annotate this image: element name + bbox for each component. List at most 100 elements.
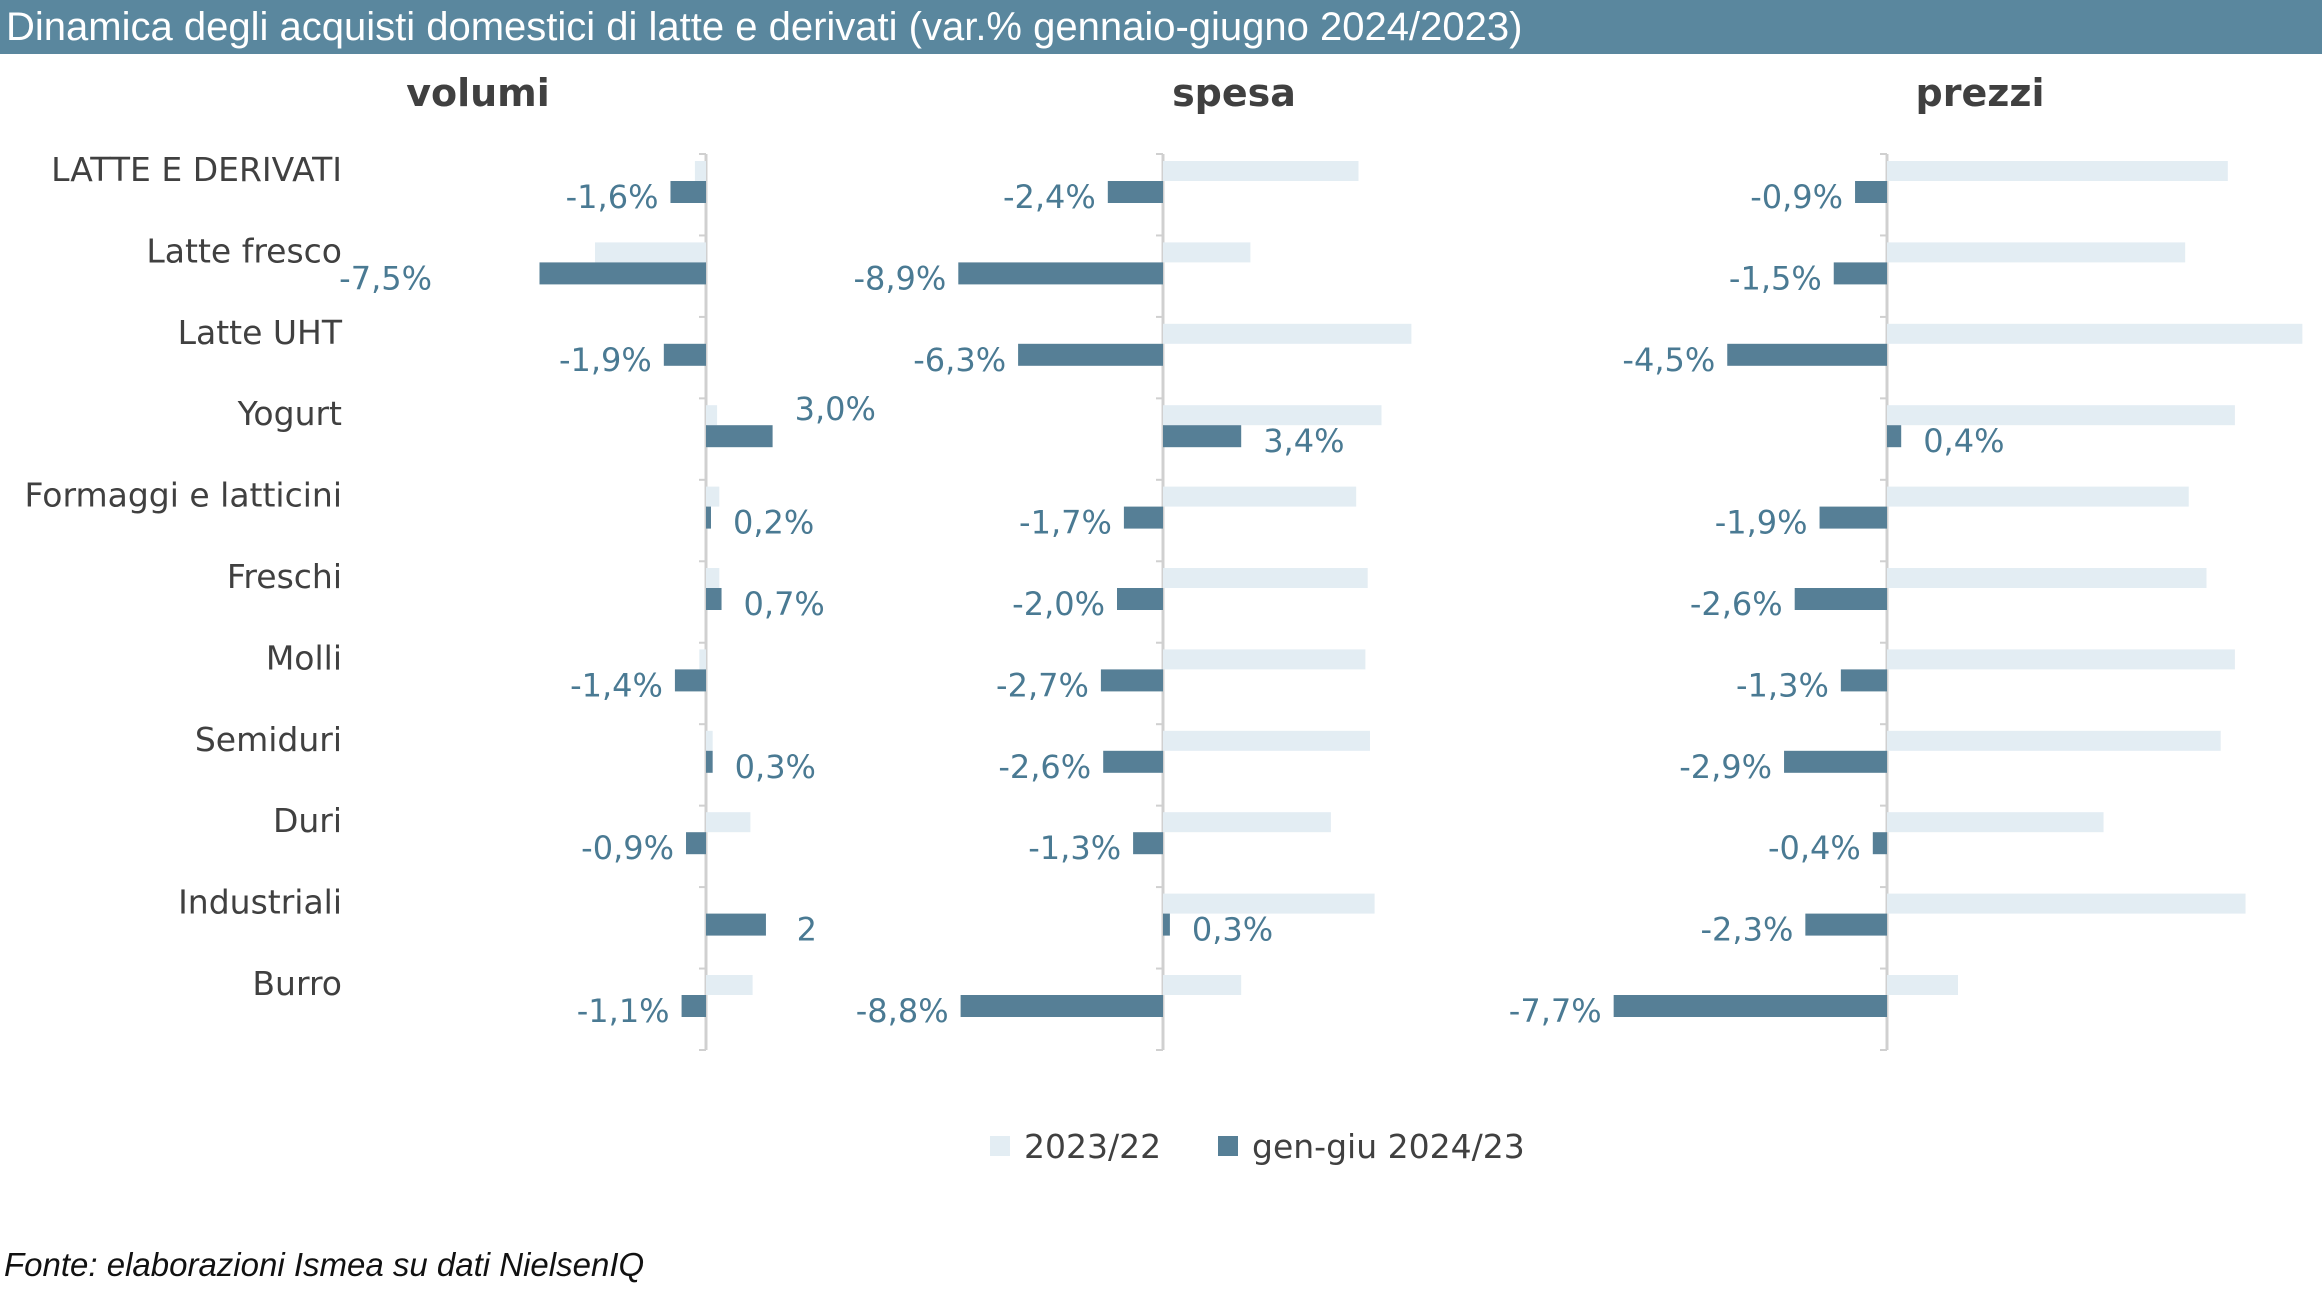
- bar-2024-23: [706, 588, 722, 610]
- data-label: -6,3%: [913, 341, 1006, 379]
- data-label: -1,5%: [1729, 259, 1822, 297]
- bar-2023-22: [1887, 975, 1958, 995]
- bar-2024-23: [1103, 750, 1163, 773]
- data-label: 0,3%: [1192, 911, 1273, 949]
- bar-2023-22: [1887, 730, 2221, 751]
- bar-2024-23: [706, 425, 773, 448]
- bar-2023-22: [1887, 242, 2186, 263]
- bar-2023-22: [1887, 893, 2246, 914]
- data-label: -2,6%: [998, 748, 1091, 786]
- category-label: Freschi: [227, 557, 342, 596]
- bar-2024-23: [1163, 425, 1242, 448]
- bar-2023-22: [1163, 730, 1370, 751]
- data-label: 0,7%: [744, 585, 825, 623]
- data-label: 3,4%: [1263, 422, 1344, 460]
- legend-item-2024-23: gen-giu 2024/23: [1218, 1124, 1525, 1168]
- bar-2023-22: [1163, 486, 1357, 507]
- bar-2023-22: [1163, 975, 1242, 995]
- data-label: -1,7%: [1019, 504, 1112, 542]
- data-label: -2,7%: [996, 666, 1089, 704]
- data-label: -8,8%: [856, 992, 949, 1030]
- data-label: -8,9%: [853, 259, 946, 297]
- data-label: -0,9%: [581, 829, 674, 867]
- bar-2024-23: [1784, 750, 1887, 773]
- category-label: Duri: [273, 801, 342, 840]
- bar-2024-23: [1794, 588, 1887, 610]
- category-label: Latte fresco: [146, 231, 342, 270]
- category-label: LATTE E DERIVATI: [51, 150, 342, 189]
- category-label: Formaggi e latticini: [24, 476, 342, 515]
- bar-2024-23: [1133, 832, 1163, 855]
- data-label: 0,2%: [733, 504, 814, 542]
- bar-2023-22: [1887, 323, 2303, 344]
- bar-2023-22: [1163, 161, 1359, 181]
- legend: 2023/22 gen-giu 2024/23: [0, 1124, 2322, 1168]
- data-label: -1,1%: [577, 992, 670, 1030]
- legend-label-2023-22: 2023/22: [1024, 1126, 1162, 1166]
- legend-swatch-2023-22: [990, 1136, 1010, 1156]
- data-label: -0,4%: [1768, 829, 1861, 867]
- bar-2023-22: [1887, 161, 2228, 181]
- bar-2024-23: [1727, 343, 1887, 366]
- bar-2024-23: [1123, 506, 1163, 529]
- legend-swatch-2024-23: [1218, 1136, 1238, 1156]
- category-label: Industriali: [178, 883, 342, 922]
- bar-2024-23: [960, 995, 1163, 1017]
- bar-2024-23: [670, 181, 706, 203]
- bar-2024-23: [706, 750, 713, 773]
- bar-2023-22: [595, 242, 706, 263]
- bar-2024-23: [1887, 425, 1902, 448]
- data-label: -1,9%: [1715, 504, 1808, 542]
- title-bar: Dinamica degli acquisti domestici di lat…: [0, 0, 2322, 54]
- bar-2024-23: [1117, 588, 1163, 610]
- bar-2023-22: [1887, 649, 2235, 670]
- category-label: Latte UHT: [178, 313, 343, 352]
- bar-2023-22: [1163, 242, 1251, 263]
- bar-2023-22: [1163, 405, 1382, 426]
- bar-2024-23: [1613, 995, 1887, 1017]
- legend-label-2024-23: gen-giu 2024/23: [1252, 1126, 1525, 1166]
- data-label: -2,0%: [1012, 585, 1105, 623]
- bar-2024-23: [958, 262, 1163, 285]
- data-label: 0,4%: [1923, 422, 2004, 460]
- bar-2023-22: [1887, 486, 2189, 507]
- data-label: -2,9%: [1679, 748, 1772, 786]
- chart-area: LATTE E DERIVATI Latte fresco Latte UHT Yog…: [24, 71, 2303, 1051]
- bar-2024-23: [1872, 832, 1887, 855]
- bar-2023-22: [1163, 568, 1368, 588]
- bar-2023-22: [1887, 568, 2207, 588]
- bar-2023-22: [699, 649, 706, 670]
- bar-2023-22: [1887, 405, 2235, 426]
- bar-2024-23: [686, 832, 706, 855]
- data-label: -2,3%: [1701, 911, 1794, 949]
- bar-2024-23: [706, 913, 766, 936]
- data-label: 2: [797, 911, 817, 949]
- data-label: 0,3%: [735, 748, 816, 786]
- bar-2023-22: [706, 486, 720, 507]
- bar-2024-23: [1855, 181, 1887, 203]
- data-label: 3,0%: [795, 390, 876, 428]
- panel-title: volumi: [406, 71, 550, 115]
- data-label: -1,3%: [1028, 829, 1121, 867]
- data-label: -1,6%: [566, 178, 659, 216]
- bar-2024-23: [1107, 181, 1163, 203]
- bar-2024-23: [539, 262, 706, 285]
- bar-2024-23: [681, 995, 706, 1017]
- bar-2023-22: [1887, 812, 2104, 833]
- bar-2023-22: [706, 568, 720, 588]
- data-label: -1,9%: [559, 341, 652, 379]
- bar-2024-23: [1805, 913, 1887, 936]
- bar-2023-22: [1163, 812, 1331, 833]
- bar-2024-23: [1163, 913, 1170, 936]
- bar-2023-22: [706, 975, 753, 995]
- source-note: Fonte: elaborazioni Ismea su dati Nielse…: [4, 1246, 645, 1283]
- bar-2023-22: [1163, 323, 1412, 344]
- data-label: -1,3%: [1736, 666, 1829, 704]
- category-label: Yogurt: [237, 394, 342, 433]
- data-label: -7,5%: [339, 259, 432, 297]
- bar-2024-23: [1018, 343, 1163, 366]
- bar-2023-22: [706, 730, 713, 751]
- data-label: -2,4%: [1003, 178, 1096, 216]
- panel-title: spesa: [1172, 71, 1296, 115]
- data-label: -1,4%: [570, 666, 663, 704]
